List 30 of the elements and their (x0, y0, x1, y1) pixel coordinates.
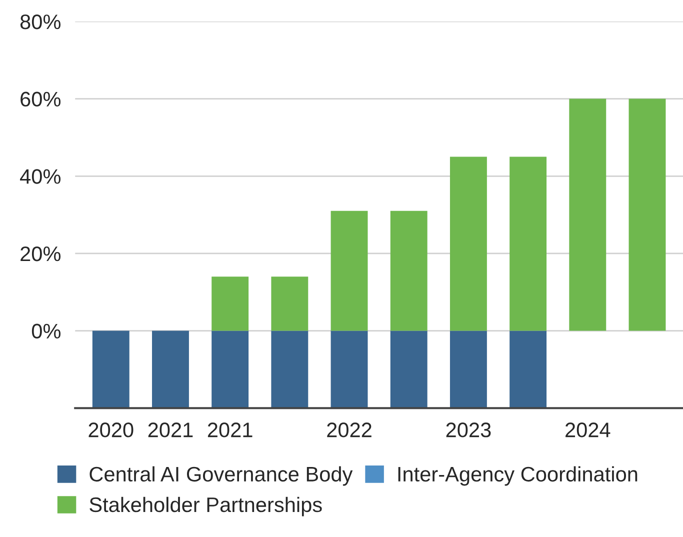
bar (450, 156, 487, 331)
x-tick-label: 2024 (566, 422, 610, 438)
y-tick-label: 0% (32, 324, 60, 339)
bar (330, 210, 368, 331)
bar (271, 330, 308, 408)
bar (510, 156, 547, 331)
bar (510, 330, 547, 408)
y-tick-label: 80% (20, 14, 60, 30)
x-tick-label: 2022 (327, 422, 372, 438)
x-tick-label: 2021 (148, 422, 193, 438)
y-tick-label: 40% (20, 169, 60, 184)
bar (92, 330, 130, 408)
bar (390, 330, 428, 408)
x-tick-label: 2020 (88, 422, 134, 438)
bar (330, 330, 368, 408)
bar (212, 276, 249, 331)
y-tick-label: 60% (20, 92, 60, 107)
bar (152, 330, 189, 408)
bar (271, 276, 308, 331)
bar (628, 98, 666, 331)
bar (450, 330, 487, 408)
legend-label: Stakeholder Partnerships (90, 496, 322, 516)
bar (212, 330, 249, 408)
x-tick-label: 2021 (208, 422, 252, 438)
legend-label: Inter-Agency Coordination (398, 466, 638, 486)
legend-label: Central AI Governance Body (90, 466, 353, 486)
bar (569, 98, 606, 331)
x-tick-label: 2023 (446, 422, 491, 438)
bar (390, 210, 428, 331)
y-tick-label: 20% (20, 246, 60, 262)
